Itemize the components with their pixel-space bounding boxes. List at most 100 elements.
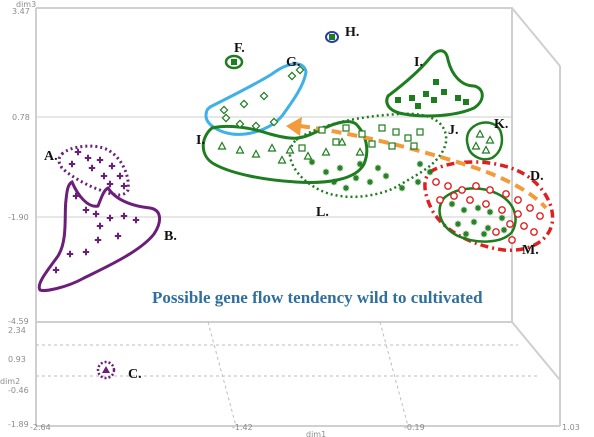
x-tick-1.03: 1.03 [562,423,580,432]
point-f-1 [231,59,237,65]
z-tick-3.47: 3.47 [12,7,30,16]
point-a-8 [120,182,128,190]
point-i-9 [415,103,421,109]
point-l-14 [330,178,338,186]
point-b-6 [132,216,140,224]
point-l-9 [342,184,350,192]
point-d-9 [536,212,544,220]
point-m-4 [486,208,494,216]
point-d-18 [530,228,538,236]
hull-G [204,62,308,136]
point-d-14 [450,192,458,200]
hull-M [438,187,517,243]
point-d-10 [514,210,522,218]
point-i2-5 [285,145,295,154]
point-m-2 [460,206,468,214]
arrow-shaft [299,124,548,210]
point-i-1 [395,97,401,103]
point-a-4 [108,162,116,170]
point-g-7 [287,71,297,81]
point-j-4 [378,124,386,132]
point-g-6 [235,119,245,129]
point-j-1 [318,126,326,134]
point-a-2 [84,154,92,162]
point-k-4 [471,141,481,150]
point-j-10 [388,142,396,150]
floor-line-4 [379,321,409,427]
point-i2-3 [251,149,261,158]
point-d-11 [498,206,506,214]
point-g-9 [221,113,231,123]
point-b-4 [106,214,114,222]
point-d-15 [436,196,444,204]
point-j-12 [298,144,306,152]
hull-L [288,112,448,199]
point-l-8 [414,178,422,186]
label-I-lower: I. [196,133,205,148]
z-tick-neg1.90: -1.90 [8,213,29,222]
point-b-3 [92,210,100,218]
point-l-2 [322,168,330,176]
label-A: A. [44,149,58,164]
hull-I-lower [201,120,369,184]
point-b-11 [52,266,60,274]
point-l-10 [374,164,382,172]
point-d-1 [432,178,440,186]
point-j-3 [358,130,366,138]
point-l-5 [366,178,374,186]
group-hulls [37,31,555,380]
point-i2-7 [321,147,331,156]
point-a-10 [106,180,114,188]
point-m-3 [474,204,482,212]
label-H: H. [345,25,359,40]
point-m-5 [498,214,506,222]
hull-D [423,160,555,252]
scatter-points [52,34,544,373]
point-g-2 [239,99,249,109]
y-tick-0.93: 0.93 [8,355,26,364]
hull-C [96,360,116,380]
y-tick-neg1.89: -1.89 [8,420,29,429]
point-l-11 [356,160,364,168]
y-tick-neg0.46: -0.46 [8,386,29,395]
arrow-head [286,117,302,136]
point-j-7 [416,128,424,136]
point-i-3 [423,91,429,97]
point-a-5 [116,172,124,180]
point-l-7 [398,184,406,192]
gene-flow-annotation: Possible gene flow tendency wild to cult… [152,288,483,307]
hull-B [37,179,161,292]
point-g-8 [295,65,305,75]
point-m-8 [484,224,492,232]
y-axis-title: dim2 [0,377,20,386]
point-j-8 [332,138,340,146]
point-d-7 [514,196,522,204]
x-tick-neg2.64: -2.64 [30,423,51,432]
label-I-upper: I. [414,55,423,70]
z-axis-title: dim3 [16,0,36,9]
point-g-1 [219,105,229,115]
hull-H [325,31,339,43]
point-g-5 [251,121,261,131]
point-b-8 [94,236,102,244]
point-k-1 [475,129,485,138]
point-l-3 [336,164,344,172]
point-l-6 [382,172,390,180]
point-i2-9 [355,147,365,156]
point-k-2 [485,135,495,144]
point-a-7 [88,164,96,172]
point-i-7 [463,99,469,105]
floor-grid [36,321,540,427]
label-B: B. [164,229,177,244]
point-d-3 [458,186,466,194]
label-M: M. [522,243,539,258]
point-i-4 [431,97,437,103]
point-m-9 [500,226,508,234]
point-b-10 [66,250,74,258]
point-i-2 [409,95,415,101]
point-m-10 [462,230,470,238]
point-d-16 [506,220,514,228]
hull-K [465,121,504,161]
label-F: F. [234,41,245,56]
